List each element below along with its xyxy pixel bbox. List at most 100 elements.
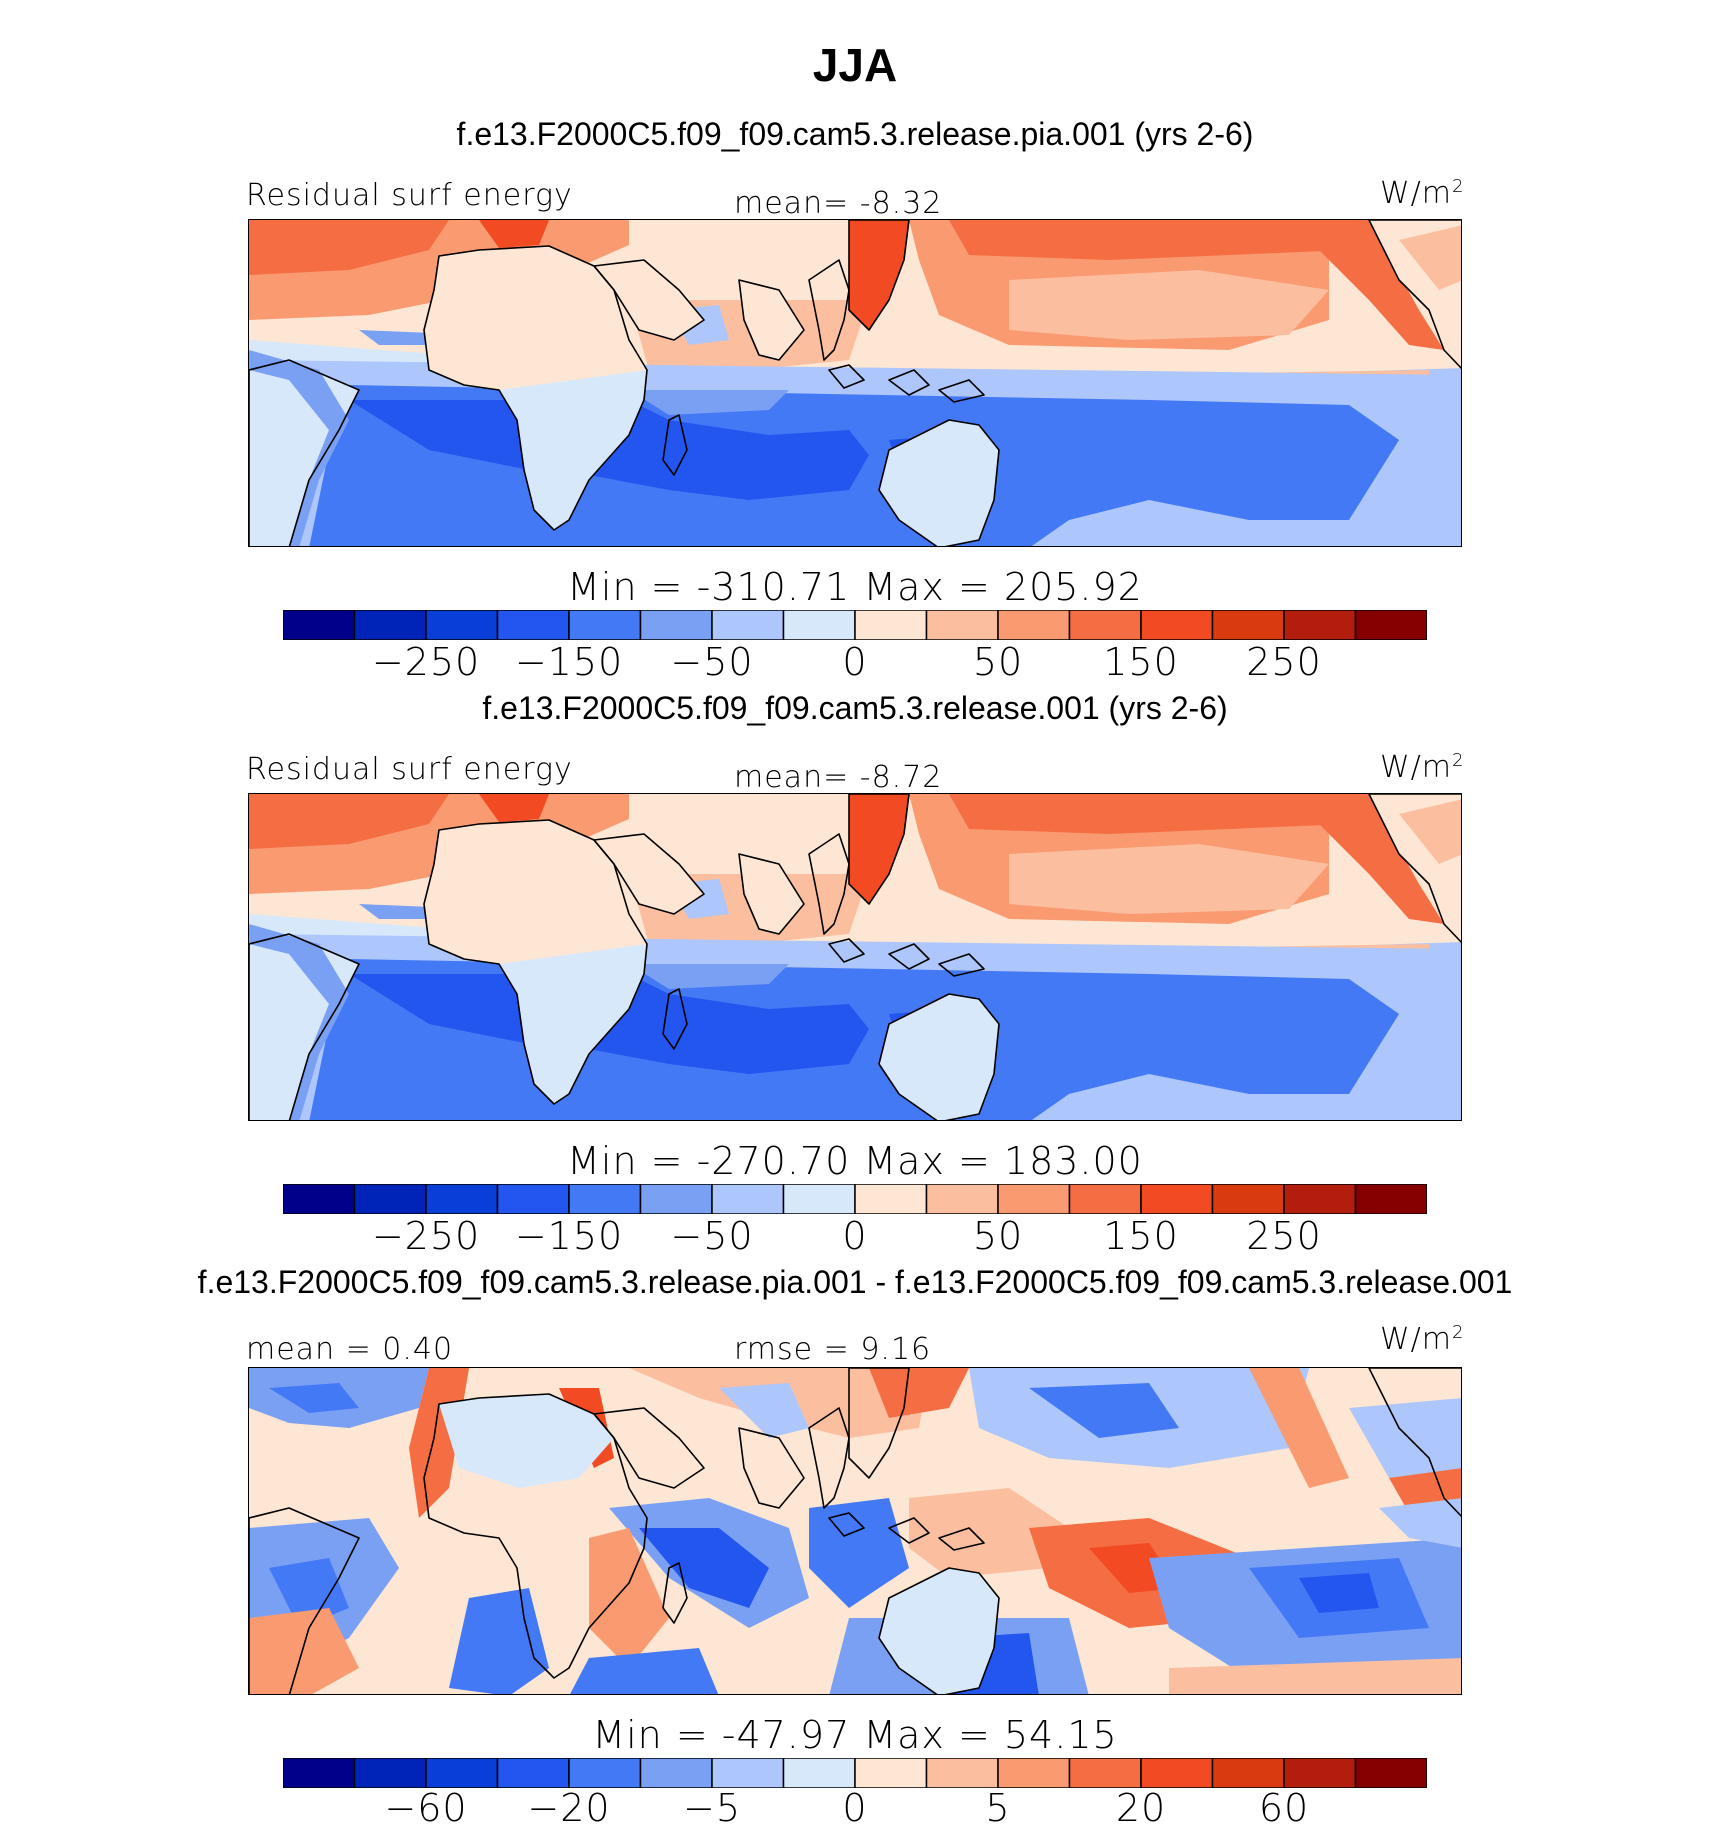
colorbar-tick-label: 0	[842, 640, 868, 684]
panel-1-map	[248, 219, 1462, 547]
contour-region	[869, 1368, 969, 1418]
map-svg	[249, 1368, 1461, 1694]
colorbar-svg	[283, 610, 1427, 640]
coastline	[808, 833, 850, 935]
contour-region	[1349, 1398, 1461, 1488]
colorbar-swatch	[1283, 1184, 1357, 1214]
contour-region	[739, 854, 804, 934]
contour-region	[499, 370, 647, 530]
contour-region	[479, 794, 549, 822]
colorbar-swatch	[568, 1184, 642, 1214]
colorbar-swatch	[1211, 610, 1285, 640]
contour-region	[1009, 270, 1329, 340]
coastline	[738, 1427, 805, 1509]
panel-3-colorbar	[283, 1758, 1427, 1788]
contour-region	[719, 1383, 809, 1438]
contour-region	[879, 1568, 999, 1694]
colorbar-tick-label: −50	[670, 1214, 754, 1258]
colorbar-swatch	[1140, 610, 1214, 640]
coastline	[662, 1562, 688, 1624]
colorbar-swatch	[854, 1184, 928, 1214]
colorbar-swatch	[925, 610, 999, 640]
contour-region	[949, 220, 1349, 260]
colorbar-tick-label: −250	[371, 640, 481, 684]
panel-3-rmse-label: rmse = 9.16	[734, 1332, 932, 1367]
coastline	[1368, 1368, 1461, 1518]
contour-region	[1399, 799, 1461, 864]
coastline	[938, 953, 985, 977]
colorbar-swatch	[1354, 1184, 1427, 1214]
colorbar-tick-label: 50	[972, 640, 1024, 684]
contour-region	[629, 964, 789, 989]
colorbar-swatch	[639, 610, 713, 640]
contour-region	[1279, 794, 1444, 924]
contour-region	[879, 994, 999, 1120]
contour-region	[1279, 220, 1444, 350]
colorbar-swatch	[496, 1184, 570, 1214]
colorbar-swatch	[997, 1184, 1071, 1214]
panel-3-mean-label: mean = 0.40	[246, 1332, 454, 1367]
colorbar-swatch	[283, 1184, 356, 1214]
colorbar-swatch	[496, 1758, 570, 1788]
colorbar-swatch	[925, 1184, 999, 1214]
coastline	[593, 259, 705, 341]
colorbar-swatch	[997, 610, 1071, 640]
colorbar-swatch	[353, 1184, 427, 1214]
colorbar-swatch	[639, 1758, 713, 1788]
contour-region	[1399, 225, 1461, 290]
map-svg	[249, 794, 1461, 1120]
colorbar-swatch	[496, 610, 570, 640]
contour-region	[879, 420, 999, 546]
colorbar-swatch	[782, 1184, 856, 1214]
colorbar-swatch	[283, 610, 356, 640]
colorbar-swatch	[1068, 610, 1142, 640]
colorbar-swatch	[1068, 1758, 1142, 1788]
colorbar-tick-label: −60	[384, 1786, 468, 1830]
colorbar-swatch	[1354, 1758, 1427, 1788]
panel-3-map	[248, 1367, 1462, 1695]
coastline	[1368, 220, 1461, 370]
panel-2-variable-label: Residual surf energy	[246, 752, 573, 787]
coastline	[848, 220, 910, 331]
contour-region	[249, 350, 349, 546]
coastline	[593, 1407, 705, 1489]
panel-3-min-max: Min = -47.97 Max = 54.15	[592, 1713, 1118, 1757]
contour-region	[629, 794, 909, 854]
panel-1-min-max: Min = -310.71 Max = 205.92	[567, 565, 1143, 609]
colorbar-swatch	[711, 610, 785, 640]
contour-region	[1379, 1498, 1461, 1548]
contour-region	[1299, 1573, 1379, 1613]
contour-region	[589, 1528, 669, 1668]
colorbar-swatch	[925, 1758, 999, 1788]
panel-2-min-max: Min = -270.70 Max = 183.00	[567, 1139, 1143, 1183]
contour-region	[849, 794, 909, 904]
colorbar-swatch	[1211, 1758, 1285, 1788]
panel-2-units: W/m2	[1380, 750, 1465, 785]
colorbar-swatch	[1140, 1758, 1214, 1788]
colorbar-swatch	[854, 610, 928, 640]
colorbar-swatch	[353, 610, 427, 640]
figure-title: JJA	[812, 39, 898, 91]
colorbar-swatch	[1283, 610, 1357, 640]
coastline	[828, 1512, 865, 1537]
contour-region	[629, 390, 789, 415]
panel-2-map	[248, 793, 1462, 1121]
contour-region	[1029, 1383, 1179, 1438]
contour-region	[570, 1648, 719, 1694]
contour-region	[1249, 1368, 1349, 1488]
contour-region	[639, 1528, 769, 1608]
coastline	[828, 938, 865, 963]
colorbar-swatch	[997, 1758, 1071, 1788]
panel-1-colorbar	[283, 610, 1427, 640]
colorbar-swatch	[568, 610, 642, 640]
contour-region	[249, 220, 449, 275]
contour-region	[594, 260, 704, 340]
colorbar-swatch	[1283, 1758, 1357, 1788]
panel-1-heading: f.e13.F2000C5.f09_f09.cam5.3.release.pia…	[456, 116, 1254, 152]
colorbar-tick-label: 60	[1258, 1786, 1310, 1830]
colorbar-swatch	[1140, 1184, 1214, 1214]
colorbar-tick-label: −150	[514, 640, 624, 684]
contour-region	[249, 794, 449, 849]
contour-region	[269, 1383, 359, 1413]
panel-3-heading: f.e13.F2000C5.f09_f09.cam5.3.release.pia…	[197, 1264, 1513, 1300]
